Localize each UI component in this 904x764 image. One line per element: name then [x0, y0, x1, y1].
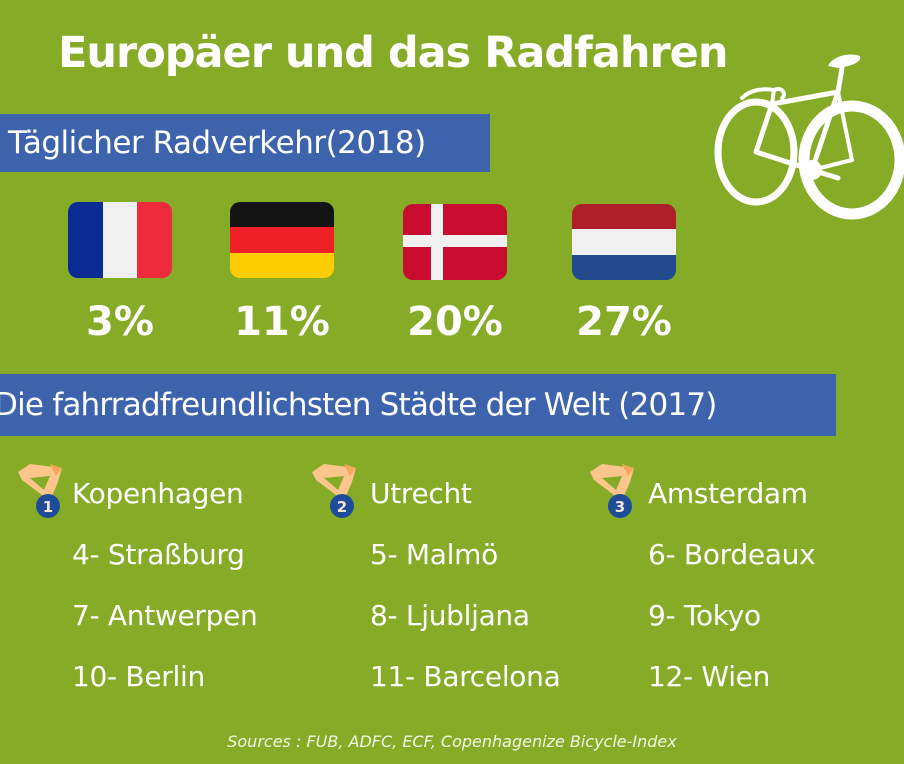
medal-rank: 3 — [615, 498, 625, 516]
netherlands-flag — [572, 204, 676, 280]
bicycle-icon — [714, 54, 904, 220]
ranking-city: 5- Malmö — [370, 538, 498, 571]
ranking-city: 7- Antwerpen — [72, 599, 258, 632]
medal-rank: 1 — [43, 498, 53, 516]
bronze-medal-icon: 3 — [590, 464, 634, 518]
section-heading-bike-friendly-cities: Die fahrradfreundlichsten Städte der Wel… — [0, 374, 836, 436]
ranking-city: 8- Ljubljana — [370, 599, 530, 632]
section-heading-daily-cycling: Täglicher Radverkehr(2018) — [0, 114, 490, 172]
podium-city-2: Utrecht — [370, 477, 472, 510]
france-flag — [68, 202, 172, 278]
ranking-city: 10- Berlin — [72, 660, 205, 693]
germany-percentage: 11% — [234, 299, 330, 345]
ranking-city: 11- Barcelona — [370, 660, 561, 693]
france-percentage: 3% — [86, 299, 154, 345]
ranking-city: 12- Wien — [648, 660, 771, 693]
podium-city-3: Amsterdam — [648, 477, 808, 510]
podium-city-1: Kopenhagen — [72, 477, 244, 510]
denmark-flag — [403, 204, 507, 280]
ranking-city: 9- Tokyo — [648, 599, 761, 632]
page-title: Europäer und das Radfahren — [58, 28, 728, 78]
sources-note: Sources : FUB, ADFC, ECF, Copenhagenize … — [227, 732, 677, 751]
silver-medal-icon: 2 — [312, 464, 356, 518]
gold-medal-icon: 1 — [18, 464, 62, 518]
medal-rank: 2 — [337, 498, 347, 516]
denmark-percentage: 20% — [407, 299, 503, 345]
netherlands-percentage: 27% — [576, 299, 672, 345]
ranking-city: 4- Straßburg — [72, 538, 245, 571]
germany-flag — [230, 202, 334, 278]
ranking-city: 6- Bordeaux — [648, 538, 816, 571]
